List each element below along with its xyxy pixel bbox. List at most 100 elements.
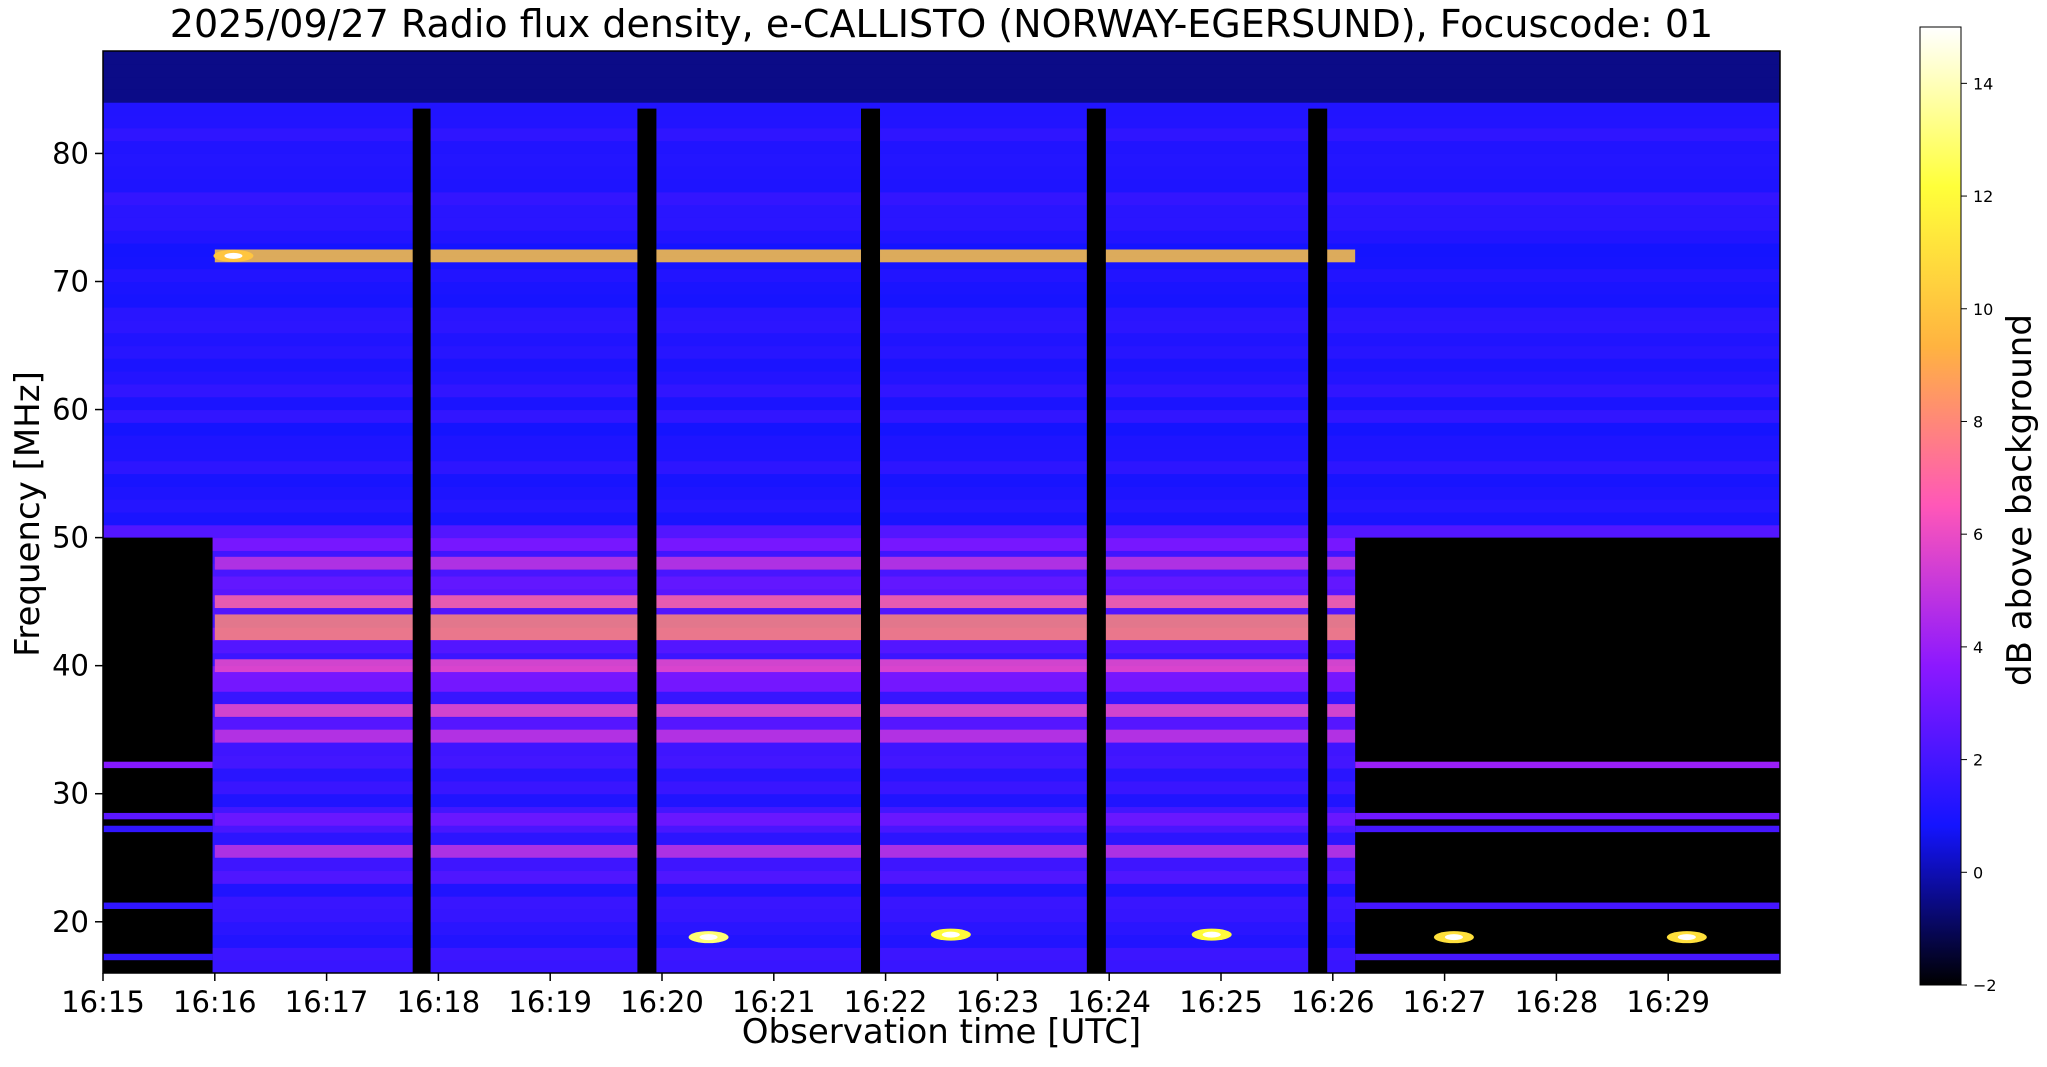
colorbar-tick-label: 14 <box>1973 74 1993 93</box>
x-tick-label: 16:16 <box>173 985 257 1019</box>
spectrogram-row <box>103 179 1780 193</box>
spectrogram-row <box>103 51 1780 65</box>
data-gap <box>861 108 881 973</box>
colorbar-label: dB above background <box>2000 314 2040 686</box>
frequency-band <box>214 844 1356 858</box>
spectrogram-row <box>103 230 1780 244</box>
x-tick-label: 16:24 <box>1067 985 1151 1019</box>
spectrogram-row <box>103 447 1780 462</box>
data-gap <box>1086 108 1106 973</box>
y-tick-label: 50 <box>52 521 89 555</box>
colorbar-axis: −2 0 2 4 6 8 10 12 14 <box>1961 74 1997 995</box>
frequency-band <box>214 249 1356 263</box>
colorbar-tick-label: −2 <box>1973 976 1997 995</box>
data-gap <box>1308 108 1328 973</box>
spectrogram-row <box>103 460 1780 475</box>
persistent-line <box>1355 953 1780 961</box>
persistent-line <box>1355 812 1780 820</box>
spectrogram-row <box>103 307 1780 321</box>
x-axis-label: Observation time [UTC] <box>741 1012 1142 1052</box>
spectrogram-row <box>103 153 1780 167</box>
spectrogram-row <box>103 499 1780 513</box>
data-gap <box>412 108 431 973</box>
colorbar-tick-label: 2 <box>1973 751 1983 770</box>
spectrogram-row <box>103 268 1780 282</box>
spectrogram-row <box>103 409 1780 423</box>
spectrogram-row <box>103 422 1780 436</box>
persistent-line <box>103 825 213 833</box>
spectrogram-row <box>103 358 1780 372</box>
spectrogram-row <box>103 435 1780 449</box>
frequency-band <box>214 729 1356 743</box>
frequency-band <box>214 595 1356 609</box>
spectrogram-row <box>103 140 1780 154</box>
x-tick-label: 16:20 <box>620 985 704 1019</box>
colorbar-tick-label: 0 <box>1973 863 1983 882</box>
persistent-line <box>103 761 213 769</box>
x-axis: 16:15 16:16 16:17 16:18 16:19 16:20 16:21 16:22… <box>61 973 1710 1019</box>
x-tick-label: 16:22 <box>844 985 928 1019</box>
spectrogram-row <box>103 166 1780 180</box>
persistent-line <box>103 953 213 961</box>
colorbar-tick-label: 8 <box>1973 412 1983 431</box>
persistent-line <box>1355 761 1780 769</box>
spectrogram-image <box>103 51 1780 973</box>
burst-core <box>699 934 718 941</box>
persistent-line <box>1355 825 1780 833</box>
y-tick-label: 20 <box>52 905 89 939</box>
data-gap <box>637 108 657 973</box>
spectrogram-row <box>103 102 1780 116</box>
quiet-region <box>1355 537 1780 973</box>
spectrogram-row <box>103 319 1780 334</box>
x-tick-label: 16:23 <box>956 985 1040 1019</box>
persistent-line <box>103 812 213 820</box>
x-tick-label: 16:29 <box>1626 985 1710 1019</box>
y-axis-label: Frequency [MHz] <box>8 371 48 657</box>
colorbar <box>1919 26 1962 986</box>
spectrogram-row <box>103 191 1780 206</box>
spectrogram-row <box>103 115 1780 129</box>
spectrogram-row <box>103 63 1780 78</box>
spectrogram-row <box>103 486 1780 500</box>
spectrogram-row <box>103 294 1780 308</box>
spectrogram-row <box>103 89 1780 103</box>
frequency-band <box>214 556 1356 570</box>
burst-core <box>1677 934 1696 941</box>
x-tick-label: 16:18 <box>397 985 481 1019</box>
frequency-band <box>214 614 1356 641</box>
spectrogram-row <box>103 76 1780 90</box>
spectrogram-row <box>103 204 1780 218</box>
spectrogram-row <box>103 127 1780 142</box>
y-tick-label: 30 <box>52 777 89 811</box>
spectrogram-row <box>103 396 1780 411</box>
persistent-line <box>103 902 213 909</box>
y-tick-label: 80 <box>52 136 89 170</box>
burst-core <box>941 931 960 938</box>
x-tick-label: 16:21 <box>732 985 816 1019</box>
plot-frame <box>102 50 1781 974</box>
x-tick-label: 16:27 <box>1403 985 1487 1019</box>
burst-core <box>224 252 243 259</box>
frequency-band <box>214 659 1356 673</box>
persistent-line <box>1355 902 1780 909</box>
y-tick-label: 40 <box>52 649 89 683</box>
y-tick-label: 60 <box>52 393 89 427</box>
x-tick-label: 16:26 <box>1291 985 1375 1019</box>
spectrogram-row <box>103 281 1780 295</box>
quiet-region <box>103 537 213 973</box>
spectrogram-row <box>103 524 1780 539</box>
frequency-band <box>214 812 1356 826</box>
spectrogram-row <box>103 371 1780 385</box>
colorbar-tick-label: 4 <box>1973 638 1983 657</box>
chart-title: 2025/09/27 Radio flux density, e-CALLIST… <box>169 2 1714 46</box>
frequency-band <box>214 704 1356 717</box>
spectrogram-row <box>103 332 1780 347</box>
x-tick-label: 16:25 <box>1179 985 1263 1019</box>
x-tick-label: 16:19 <box>508 985 592 1019</box>
spectrogram-row <box>103 345 1780 359</box>
x-tick-label: 16:28 <box>1515 985 1599 1019</box>
colorbar-tick-label: 10 <box>1973 300 1993 319</box>
spectrogram-row <box>103 383 1780 398</box>
x-tick-label: 16:17 <box>285 985 369 1019</box>
x-tick-label: 16:15 <box>61 985 145 1019</box>
